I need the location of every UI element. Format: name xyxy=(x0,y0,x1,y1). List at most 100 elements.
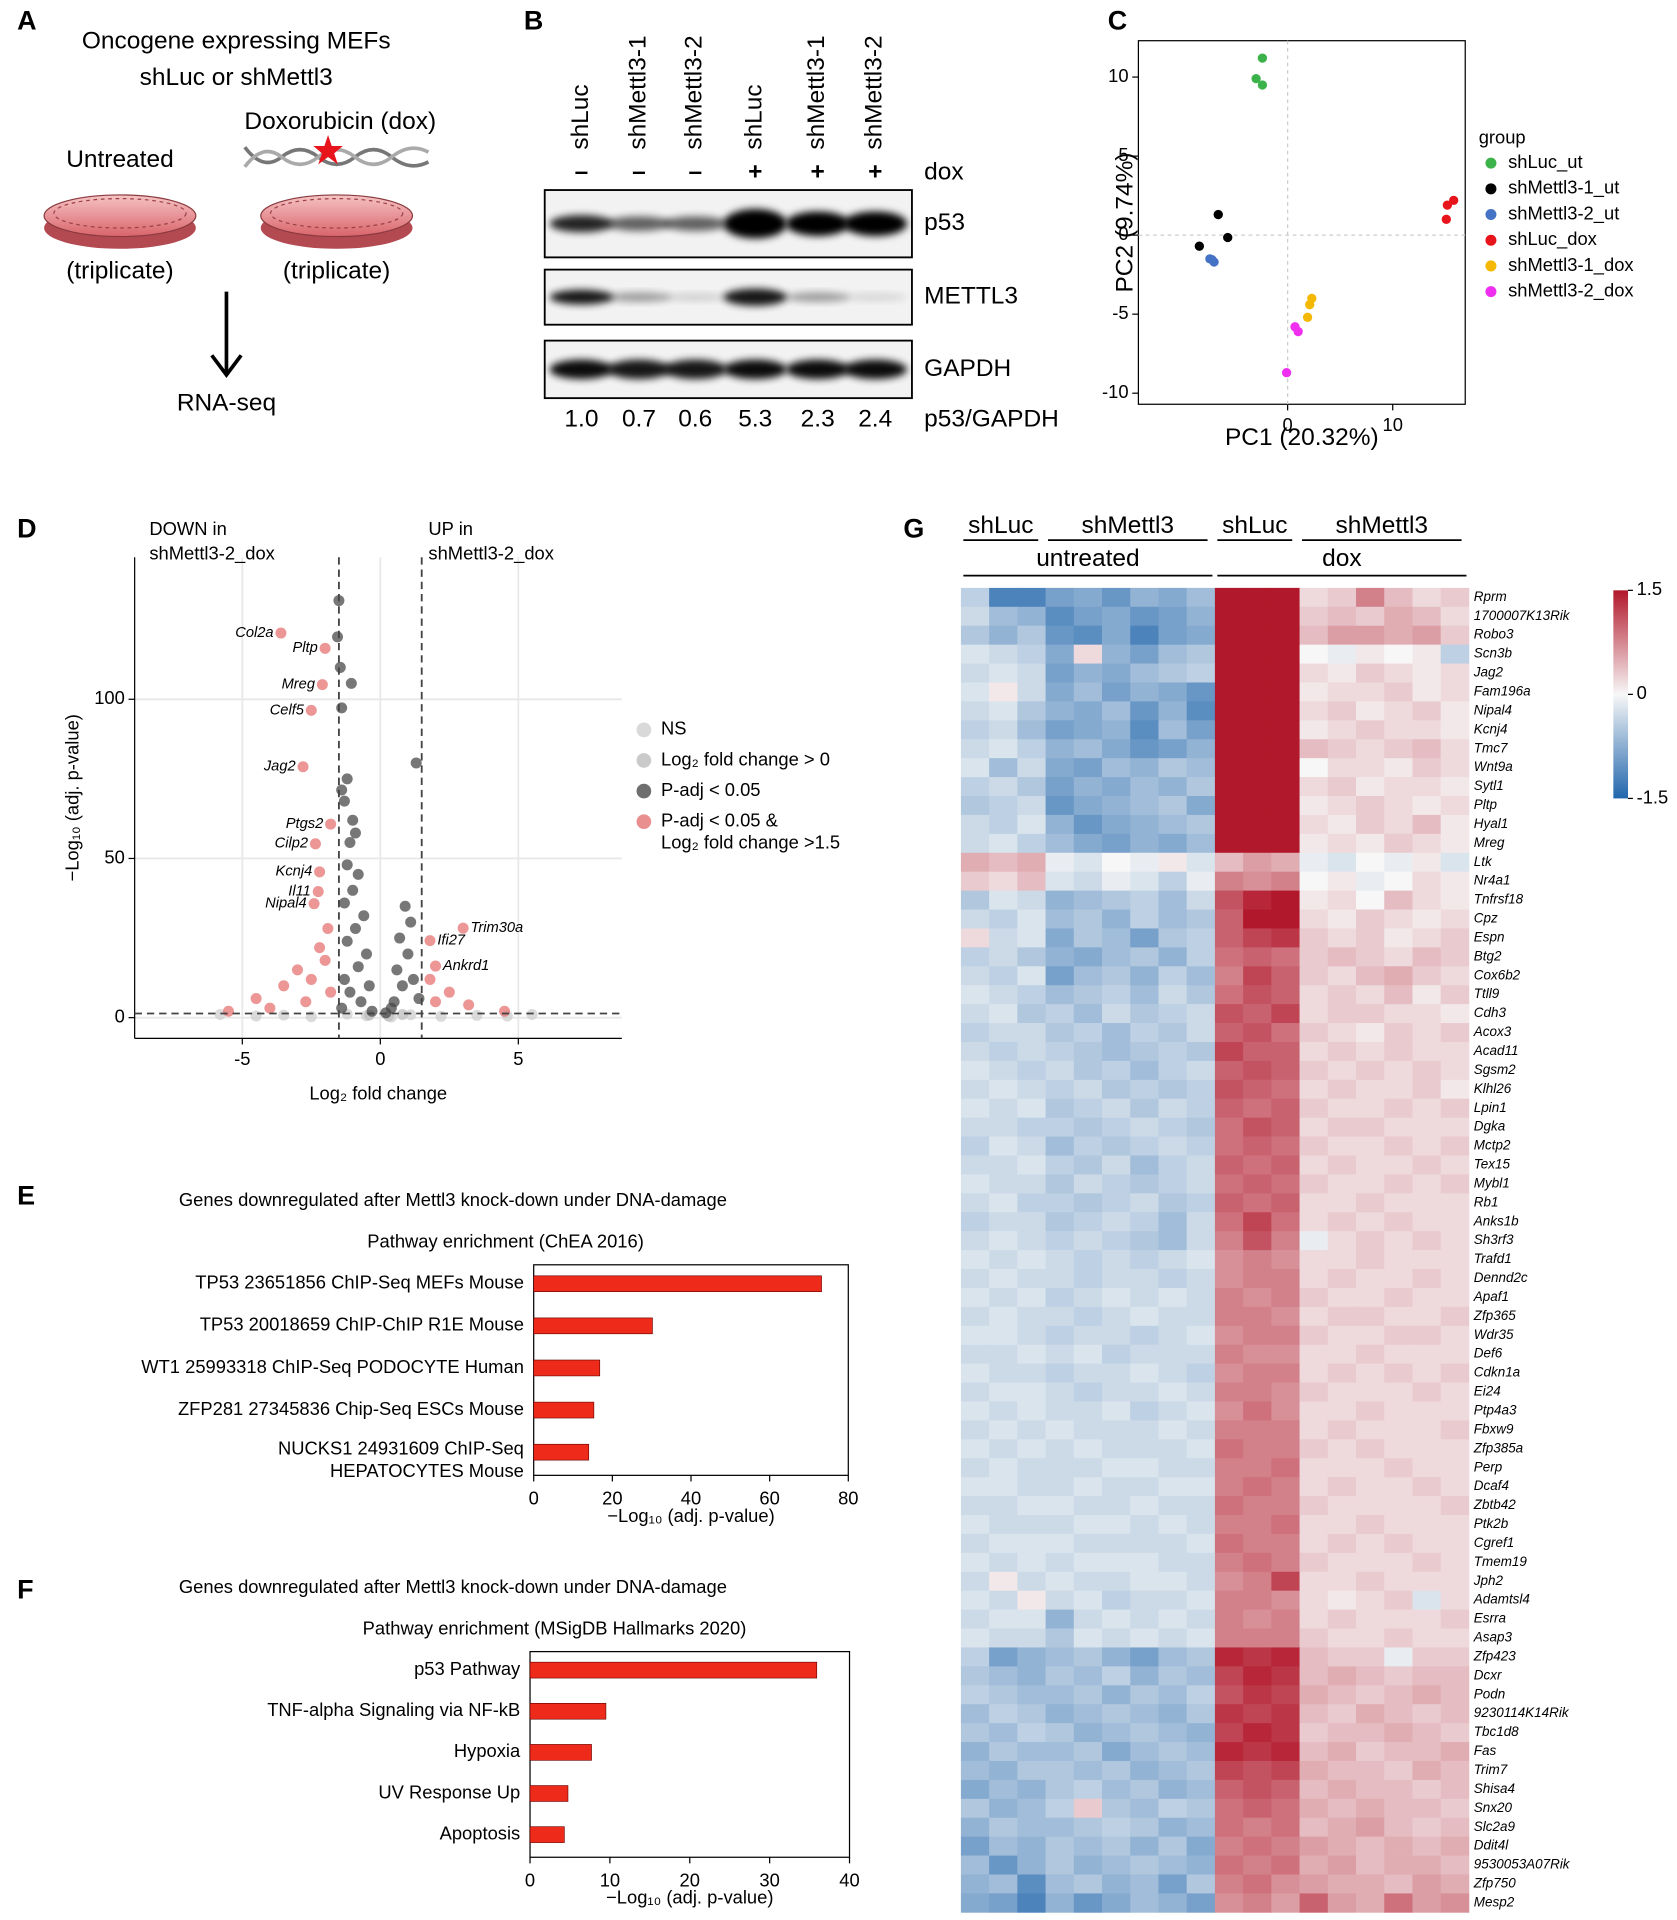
heat-cell xyxy=(1186,777,1216,797)
heat-cell xyxy=(1214,852,1244,873)
heat-cell xyxy=(1045,1287,1075,1308)
heat-cell xyxy=(1130,1798,1159,1819)
category-label: Hypoxia xyxy=(454,1740,521,1761)
heat-cell xyxy=(1299,1269,1329,1289)
heat-cell xyxy=(960,1552,990,1573)
heat-cell xyxy=(989,947,1018,967)
band xyxy=(663,359,728,380)
heat-cell xyxy=(1271,1269,1300,1289)
heat-cell xyxy=(1356,1174,1385,1194)
heat-cell xyxy=(1384,587,1413,608)
heat-cell xyxy=(989,720,1018,740)
heat-cell xyxy=(960,1212,990,1232)
heat-cell xyxy=(1073,1098,1103,1119)
dox-sign: – xyxy=(688,158,702,185)
heat-cell xyxy=(1327,701,1357,721)
point xyxy=(363,980,375,992)
heat-cell xyxy=(1271,1306,1300,1327)
heat-cell xyxy=(1384,1552,1413,1573)
heat-cell xyxy=(1158,852,1188,873)
heat-cell xyxy=(1412,1439,1442,1459)
heat-cell xyxy=(1073,1590,1103,1610)
heat-cell xyxy=(1045,1401,1075,1421)
heat-cell xyxy=(1045,890,1075,910)
heat-cell xyxy=(1384,720,1413,740)
ratio: 2.3 xyxy=(801,406,835,433)
heat-cell xyxy=(1299,1817,1329,1838)
row-label: Sh3rf3 xyxy=(1474,1232,1514,1247)
heat-cell xyxy=(1356,833,1385,854)
heat-cell xyxy=(1045,1363,1075,1383)
heat-cell xyxy=(1440,1704,1470,1724)
heat-cell xyxy=(1186,1193,1216,1213)
heat-cell xyxy=(989,890,1018,910)
heat-cell xyxy=(1158,1779,1188,1800)
ratio: 0.6 xyxy=(678,406,712,433)
heat-cell xyxy=(1243,1439,1272,1459)
row-label: Dennd2c xyxy=(1474,1270,1528,1285)
heat-cell xyxy=(1130,1477,1159,1497)
row-label: 1700007K13Rik xyxy=(1474,608,1571,623)
heat-cell xyxy=(1356,1117,1385,1137)
heat-cell xyxy=(1017,1117,1046,1137)
heat-cell xyxy=(1440,909,1470,929)
heat-cell xyxy=(1214,1779,1244,1800)
heat-cell xyxy=(1384,1401,1413,1421)
schematic-title: shLuc or shMettl3 xyxy=(140,64,333,91)
heat-cell xyxy=(1271,1287,1300,1308)
heat-cell xyxy=(1299,909,1329,929)
band xyxy=(549,215,614,233)
heat-cell xyxy=(1384,1439,1413,1459)
heat-cell xyxy=(1158,1496,1188,1516)
heat-cell xyxy=(1017,1287,1046,1308)
heat-cell xyxy=(1045,796,1075,816)
panel-label: E xyxy=(17,1181,35,1211)
heat-cell xyxy=(1356,1155,1385,1175)
heat-cell xyxy=(1045,682,1075,702)
heat-cell xyxy=(1017,1306,1046,1327)
legend-label: shLuc_ut xyxy=(1508,151,1583,173)
heat-cell xyxy=(1017,682,1046,702)
heat-cell xyxy=(1440,1647,1470,1667)
lane-label: shMettl3-1 xyxy=(803,35,830,149)
heat-cell xyxy=(1384,625,1413,646)
heat-cell xyxy=(1271,1155,1300,1175)
heat-cell xyxy=(1186,833,1216,854)
heat-cell xyxy=(1073,682,1103,702)
heat-cell xyxy=(1186,1798,1216,1819)
heat-cell xyxy=(989,909,1018,929)
heat-cell xyxy=(1130,890,1159,910)
heat-cell xyxy=(1412,947,1442,967)
heat-cell xyxy=(1045,1344,1075,1365)
heat-cell xyxy=(1186,796,1216,816)
heat-cell xyxy=(1186,663,1216,683)
point xyxy=(396,1008,408,1020)
heat-cell xyxy=(1412,909,1442,929)
heat-cell xyxy=(1017,1363,1046,1383)
heat-cell xyxy=(1356,606,1385,627)
heat-cell xyxy=(1440,1420,1470,1440)
heat-cell xyxy=(1384,1704,1413,1724)
heat-cell xyxy=(1412,1325,1442,1346)
heat-cell xyxy=(1130,777,1159,797)
heat-cell xyxy=(1017,1174,1046,1194)
band xyxy=(723,209,788,239)
heat-cell xyxy=(1356,1401,1385,1421)
heat-cell xyxy=(1130,1874,1159,1894)
heat-cell xyxy=(1102,1079,1131,1100)
heat-cell xyxy=(1102,1760,1131,1781)
point xyxy=(305,704,317,716)
heat-cell xyxy=(1356,1685,1385,1705)
heat-cell xyxy=(1045,928,1075,948)
row-label: Tbc1d8 xyxy=(1474,1724,1519,1739)
heat-cell xyxy=(1017,1647,1046,1667)
heat-cell xyxy=(1158,947,1188,967)
heat-cell xyxy=(1243,985,1272,1005)
heat-cell xyxy=(1299,796,1329,816)
heat-cell xyxy=(1214,720,1244,740)
heat-cell xyxy=(1158,1515,1188,1535)
heat-cell xyxy=(1130,1363,1159,1383)
heat-cell xyxy=(1158,1420,1188,1440)
heat-cell xyxy=(1102,663,1131,683)
heat-cell xyxy=(1271,1004,1300,1024)
